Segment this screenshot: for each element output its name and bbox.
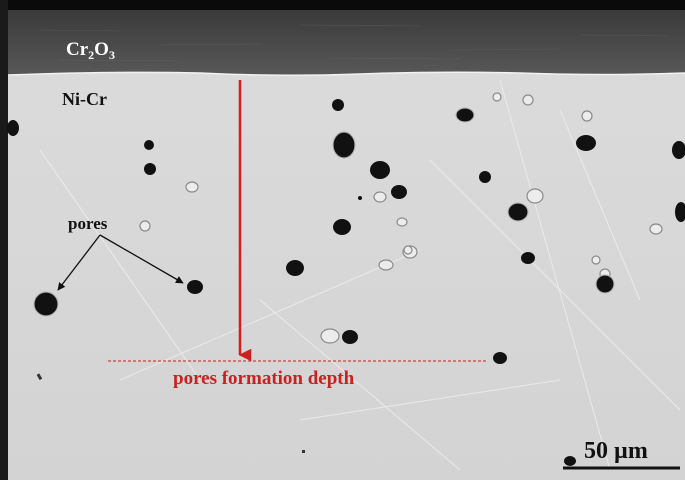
oxide-label-sub2: 3 — [108, 48, 115, 62]
pore — [576, 135, 596, 151]
pore — [493, 352, 507, 364]
oxide-label-sub1: 2 — [88, 48, 95, 62]
pore — [358, 196, 362, 200]
pore — [521, 252, 535, 264]
oxide-texture — [39, 24, 671, 62]
pore — [672, 141, 685, 159]
pore — [370, 161, 390, 179]
pore — [391, 185, 407, 199]
pore — [286, 260, 304, 276]
cr2o3-oxide-layer — [8, 10, 685, 76]
specks — [36, 373, 305, 453]
pore — [333, 219, 351, 235]
pore — [508, 203, 528, 221]
oxide-label-o: O — [94, 39, 109, 60]
pore — [332, 99, 344, 111]
oxide-layer-label: Cr2O3 — [66, 39, 115, 62]
pore — [456, 108, 474, 122]
pore-rims — [33, 107, 615, 317]
pore — [333, 132, 355, 158]
pores-pointer-right — [99, 234, 184, 284]
pore — [7, 120, 19, 136]
pore — [342, 330, 358, 344]
pores-group — [7, 99, 685, 466]
pore — [34, 292, 58, 316]
pore — [675, 202, 685, 222]
pore — [144, 140, 154, 150]
pores-label: pores — [68, 214, 108, 233]
bright-particles — [139, 92, 663, 344]
pores-pointer-left — [57, 234, 101, 291]
depth-label: pores formation depth — [173, 368, 355, 389]
matrix-label: Ni-Cr — [62, 89, 107, 109]
scale-bar-label: 50 µm — [584, 438, 648, 464]
ni-cr-matrix — [8, 0, 685, 480]
pore — [187, 280, 203, 294]
oxide-interface — [7, 71, 685, 77]
pore — [144, 163, 156, 175]
pore — [479, 171, 491, 183]
pore — [564, 456, 576, 466]
oxide-label-cr: Cr — [66, 39, 89, 60]
pore — [596, 275, 614, 293]
left-border — [0, 0, 8, 480]
top-border — [8, 0, 685, 10]
polishing-scratches — [39, 79, 681, 471]
